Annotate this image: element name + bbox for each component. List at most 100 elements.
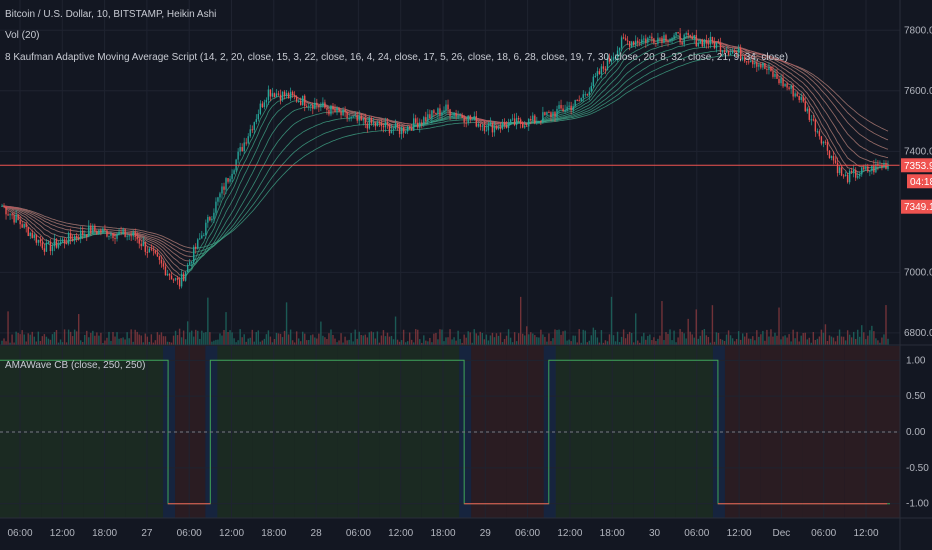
volume-bar <box>481 332 484 345</box>
volume-bar <box>408 332 411 345</box>
candle-body <box>326 107 328 110</box>
price-tick-label: 7000.00 <box>904 267 932 278</box>
candle-body <box>348 118 350 120</box>
volume-bar <box>110 340 112 345</box>
volume-bar <box>437 339 439 345</box>
volume-bar <box>441 329 443 345</box>
volume-bar <box>489 335 492 345</box>
kama-legend[interactable]: 8 Kaufman Adaptive Moving Average Script… <box>5 52 788 63</box>
candle-body <box>180 273 183 287</box>
candle-body <box>390 129 393 134</box>
price-axis[interactable]: 7800.00 7600.00 7400.00 7000.00 6800.00 <box>904 25 932 339</box>
time-axis[interactable]: 06:00 12:00 18:00 27 06:00 12:00 18:00 28 06:00 1… <box>7 528 878 539</box>
candle-body <box>673 35 675 38</box>
volume-bar <box>800 335 802 345</box>
volume-bar <box>9 342 11 345</box>
candle-body <box>562 108 564 111</box>
volume-bar <box>550 341 552 345</box>
volume-bar <box>528 334 530 345</box>
volume-bar <box>826 340 829 345</box>
time-tick-label: 27 <box>141 528 153 539</box>
candle-body <box>88 225 90 237</box>
candle-body <box>546 112 548 115</box>
candle-body <box>586 94 588 96</box>
volume-bar <box>810 342 813 345</box>
volume-bar <box>513 332 516 345</box>
candle-body <box>824 141 827 143</box>
candle-body <box>63 239 66 244</box>
volume-bar <box>348 339 350 345</box>
volume-bar <box>524 335 526 345</box>
candle-body <box>580 98 582 101</box>
volume-bar <box>568 339 570 345</box>
volume-bar <box>360 335 362 345</box>
time-tick-label: 12:00 <box>727 528 752 539</box>
candle-body <box>356 115 358 121</box>
candle-body <box>439 108 441 116</box>
candle-body <box>663 35 665 43</box>
candle-body <box>223 186 225 190</box>
volume-bar <box>840 336 843 345</box>
time-tick-label: 06:00 <box>346 528 371 539</box>
candle-body <box>21 224 23 228</box>
volume-bar <box>770 329 772 345</box>
candle-body <box>396 123 399 128</box>
volume-bar <box>235 342 237 345</box>
oscillator-axis[interactable]: 1.00 0.50 0.00 -0.50 -1.00 <box>906 355 929 509</box>
candle-body <box>338 108 340 112</box>
volume-legend[interactable]: Vol (20) <box>5 30 39 41</box>
candle-body <box>92 225 94 234</box>
volume-bar <box>328 333 330 345</box>
candle-body <box>69 233 72 239</box>
candle-body <box>513 118 516 126</box>
volume-bar <box>820 329 823 345</box>
candle-body <box>71 238 74 241</box>
volume-bar <box>604 340 607 345</box>
volume-bar <box>116 332 118 345</box>
volume-bar <box>857 329 859 345</box>
volume-bar <box>41 336 44 345</box>
volume-bar <box>855 338 857 345</box>
time-tick-label: 12:00 <box>853 528 878 539</box>
candle-body <box>505 125 508 129</box>
oscillator-legend[interactable]: AMAWave CB (close, 250, 250) <box>5 360 145 371</box>
volume-bar <box>73 329 76 345</box>
volume-bar <box>241 337 243 345</box>
candle-body <box>865 166 867 170</box>
volume-bar <box>469 332 471 345</box>
candle-body <box>838 167 841 174</box>
candle-body <box>437 108 439 115</box>
volume-bar <box>7 311 9 345</box>
volume-bar <box>253 341 255 345</box>
candle-body <box>370 117 373 124</box>
volume-bar <box>51 334 54 345</box>
candle-body <box>578 100 580 102</box>
volume-bar <box>588 340 591 345</box>
volume-bar <box>31 331 33 345</box>
candle-body <box>55 239 58 248</box>
volume-bar <box>259 341 262 345</box>
candle-body <box>354 115 356 117</box>
volume-bar <box>27 333 29 345</box>
candle-body <box>162 263 165 267</box>
candle-body <box>310 104 312 106</box>
volume-bar <box>277 333 280 345</box>
volume-bar <box>279 333 282 345</box>
countdown-tag: 04:18 <box>907 174 932 189</box>
volume-bar <box>727 330 730 345</box>
candle-body <box>330 105 332 115</box>
candle-body <box>138 239 140 244</box>
candle-body <box>596 71 599 76</box>
candle-body <box>77 237 80 240</box>
kama-line-down <box>3 54 889 249</box>
volume-bar <box>842 336 845 345</box>
symbol-legend[interactable]: Bitcoin / U.S. Dollar, 10, BITSTAMP, Hei… <box>5 9 216 20</box>
volume-bar <box>114 336 116 345</box>
volume-bar <box>314 337 316 345</box>
volume-bar <box>217 339 219 345</box>
volume-bar <box>610 296 613 345</box>
candle-body <box>104 228 106 231</box>
candle-body <box>366 123 368 129</box>
volume-bar <box>647 335 649 345</box>
